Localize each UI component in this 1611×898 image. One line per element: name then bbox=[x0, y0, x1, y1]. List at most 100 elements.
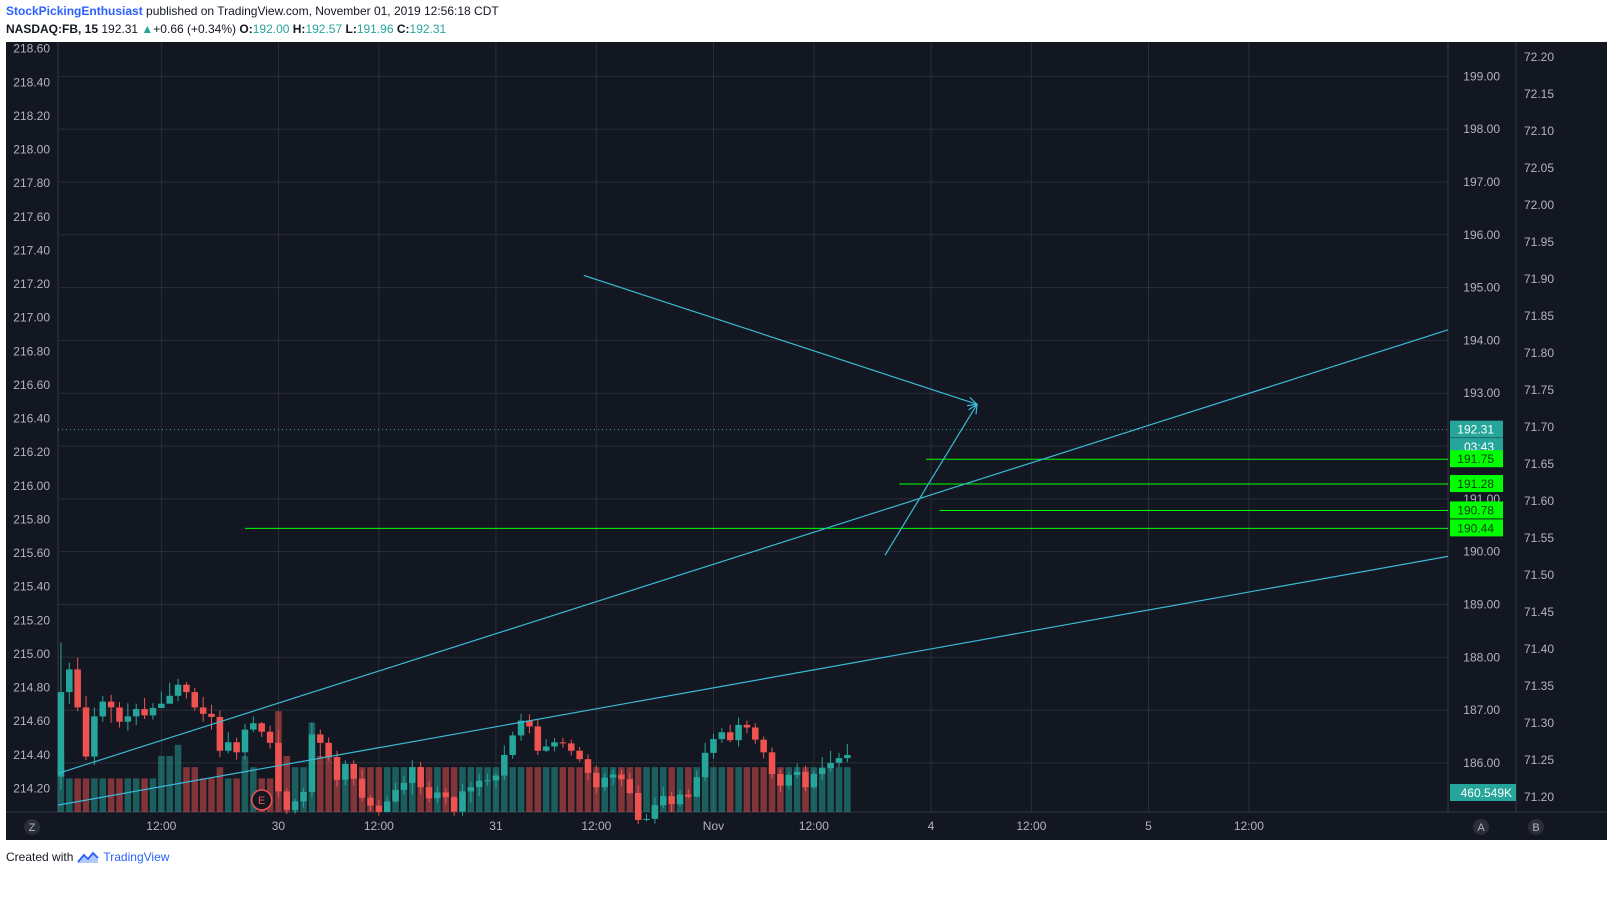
candle-body[interactable] bbox=[634, 792, 642, 820]
candle-body[interactable] bbox=[601, 777, 608, 788]
candle-body[interactable] bbox=[258, 723, 265, 732]
trendline[interactable] bbox=[57, 329, 1449, 775]
candle-body[interactable] bbox=[450, 797, 458, 812]
candle-body[interactable] bbox=[492, 775, 500, 781]
candle-body[interactable] bbox=[434, 792, 441, 799]
candle-body[interactable] bbox=[685, 794, 692, 797]
candle-body[interactable] bbox=[827, 762, 834, 769]
candle-body[interactable] bbox=[442, 792, 450, 798]
candle-body[interactable] bbox=[660, 796, 667, 806]
candle-body[interactable] bbox=[593, 772, 600, 788]
candle-body[interactable] bbox=[383, 801, 391, 812]
candle-body[interactable] bbox=[291, 801, 299, 810]
candle-body[interactable] bbox=[777, 773, 784, 786]
candle-body[interactable] bbox=[308, 734, 316, 792]
trendline[interactable] bbox=[57, 555, 1449, 806]
candle-body[interactable] bbox=[158, 703, 165, 708]
candle-body[interactable] bbox=[802, 771, 809, 788]
candle-body[interactable] bbox=[141, 709, 148, 716]
candle-body[interactable] bbox=[475, 780, 483, 788]
chart-area[interactable]: 12:00 30 12:00 31 12:00 Nov 12:00 4 12:00 5 12:00 1… bbox=[6, 42, 1607, 840]
log-scale-button[interactable] bbox=[1528, 819, 1544, 835]
earnings-marker[interactable] bbox=[250, 789, 273, 811]
candle-body[interactable] bbox=[174, 684, 182, 696]
candle-body[interactable] bbox=[233, 742, 240, 753]
candle-body[interactable] bbox=[132, 709, 140, 717]
candle-body[interactable] bbox=[392, 789, 399, 802]
trendline[interactable] bbox=[583, 274, 978, 405]
candle-body[interactable] bbox=[333, 757, 341, 780]
candle-body[interactable] bbox=[367, 797, 374, 806]
candle-body[interactable] bbox=[91, 716, 98, 757]
candle-body[interactable] bbox=[818, 768, 826, 774]
candle-body[interactable] bbox=[300, 791, 307, 802]
candle-body[interactable] bbox=[517, 720, 525, 736]
candle-body[interactable] bbox=[275, 742, 282, 792]
candle-body[interactable] bbox=[342, 763, 349, 780]
candle-body[interactable] bbox=[726, 732, 734, 741]
candle-body[interactable] bbox=[710, 739, 717, 753]
candle-body[interactable] bbox=[283, 791, 291, 810]
candlestick-chart[interactable]: 12:00 30 12:00 31 12:00 Nov 12:00 4 12:00 5 12:00 1… bbox=[6, 42, 1607, 840]
candle-body[interactable] bbox=[216, 716, 224, 751]
candle-body[interactable] bbox=[241, 729, 249, 753]
candle-body[interactable] bbox=[74, 669, 81, 708]
candle-body[interactable] bbox=[66, 669, 73, 693]
candle-body[interactable] bbox=[626, 779, 634, 793]
candle-body[interactable] bbox=[166, 695, 173, 704]
candle-body[interactable] bbox=[743, 724, 751, 728]
candle-body[interactable] bbox=[584, 759, 592, 773]
candle-body[interactable] bbox=[116, 707, 123, 722]
left-price-axis[interactable] bbox=[6, 42, 58, 812]
candle-body[interactable] bbox=[609, 774, 617, 778]
candle-body[interactable] bbox=[752, 727, 759, 740]
auto-scale-button[interactable] bbox=[1473, 819, 1489, 835]
candle-body[interactable] bbox=[208, 713, 215, 717]
candle-body[interactable] bbox=[358, 778, 366, 798]
candle-body[interactable] bbox=[400, 782, 408, 790]
candle-body[interactable] bbox=[693, 777, 701, 797]
candle-body[interactable] bbox=[542, 746, 550, 751]
candle-body[interactable] bbox=[425, 787, 433, 799]
candle-body[interactable] bbox=[501, 754, 508, 776]
candle-body[interactable] bbox=[183, 684, 190, 693]
candle-body[interactable] bbox=[82, 707, 90, 757]
candle-body[interactable] bbox=[459, 791, 466, 812]
candle-body[interactable] bbox=[793, 771, 801, 776]
candle-body[interactable] bbox=[317, 734, 324, 743]
candle-body[interactable] bbox=[526, 720, 533, 727]
symbol-label[interactable]: NASDAQ:FB, 15 bbox=[6, 22, 99, 36]
candle-body[interactable] bbox=[266, 731, 274, 743]
tradingview-link[interactable]: TradingView bbox=[103, 850, 170, 864]
candle-body[interactable] bbox=[810, 773, 818, 788]
candle-body[interactable] bbox=[643, 818, 650, 820]
candle-body[interactable] bbox=[785, 775, 793, 786]
candle-body[interactable] bbox=[409, 767, 416, 783]
candle-body[interactable] bbox=[99, 701, 107, 717]
candle-body[interactable] bbox=[350, 763, 357, 779]
candle-body[interactable] bbox=[760, 739, 767, 753]
candle-body[interactable] bbox=[676, 794, 684, 805]
candle-body[interactable] bbox=[735, 724, 742, 741]
tradingview-logo-icon[interactable] bbox=[77, 850, 100, 864]
candle-body[interactable] bbox=[57, 692, 65, 777]
candle-body[interactable] bbox=[484, 780, 491, 782]
candle-body[interactable] bbox=[618, 774, 625, 780]
candle-body[interactable] bbox=[199, 707, 207, 714]
candle-body[interactable] bbox=[718, 732, 726, 740]
candle-body[interactable] bbox=[559, 742, 567, 744]
candle-body[interactable] bbox=[835, 758, 843, 763]
candle-body[interactable] bbox=[325, 742, 332, 758]
candle-body[interactable] bbox=[701, 752, 709, 778]
trendline[interactable] bbox=[884, 403, 978, 556]
candle-body[interactable] bbox=[124, 716, 132, 722]
candle-body[interactable] bbox=[107, 701, 115, 708]
candle-body[interactable] bbox=[191, 692, 199, 708]
candle-body[interactable] bbox=[844, 754, 851, 759]
candle-body[interactable] bbox=[375, 805, 383, 812]
author-link[interactable]: StockPickingEnthusiast bbox=[6, 4, 143, 18]
candle-body[interactable] bbox=[567, 743, 575, 751]
candle-body[interactable] bbox=[534, 726, 542, 751]
candle-body[interactable] bbox=[250, 723, 257, 730]
candle-body[interactable] bbox=[651, 805, 659, 819]
